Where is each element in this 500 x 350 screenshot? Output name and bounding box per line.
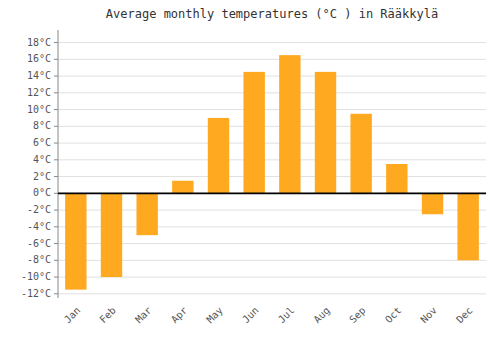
bar bbox=[457, 193, 478, 260]
y-tick-label: 4°C bbox=[33, 154, 51, 165]
grid-line bbox=[58, 143, 486, 144]
y-axis-line bbox=[58, 30, 59, 298]
bar bbox=[208, 118, 229, 193]
tick-mark bbox=[54, 193, 58, 194]
grid-line bbox=[58, 293, 486, 294]
baseline bbox=[58, 192, 486, 194]
tick-mark bbox=[54, 226, 58, 227]
bar bbox=[243, 72, 264, 193]
tick-mark bbox=[54, 143, 58, 144]
bar bbox=[279, 55, 300, 193]
grid-line bbox=[58, 42, 486, 43]
tick-mark bbox=[54, 76, 58, 77]
y-tick-label: -4°C bbox=[27, 221, 51, 232]
y-tick-label: -10°C bbox=[21, 271, 51, 282]
bar bbox=[101, 193, 122, 277]
y-tick-label: 14°C bbox=[27, 70, 51, 81]
x-tick-label: Feb bbox=[97, 305, 118, 326]
x-tick-label: Dec bbox=[454, 305, 475, 326]
bar bbox=[65, 193, 86, 289]
tick-mark bbox=[54, 277, 58, 278]
y-tick-label: 16°C bbox=[27, 53, 51, 64]
title: Average monthly temperatures (°C ) in Rä… bbox=[106, 7, 438, 21]
x-tick-label: Jul bbox=[276, 305, 297, 326]
y-tick-label: 6°C bbox=[33, 137, 51, 148]
x-tick-label: Oct bbox=[383, 305, 404, 326]
bar bbox=[172, 181, 193, 194]
tick-mark bbox=[54, 92, 58, 93]
grid-line bbox=[58, 176, 486, 177]
bar bbox=[350, 114, 371, 194]
tick-mark bbox=[54, 243, 58, 244]
grid-line bbox=[58, 126, 486, 127]
y-tick-label: -2°C bbox=[27, 204, 51, 215]
y-tick-label: 2°C bbox=[33, 171, 51, 182]
grid bbox=[58, 43, 486, 294]
x-tick-label: Apr bbox=[169, 305, 190, 326]
x-tick-label: Sep bbox=[347, 305, 368, 326]
grid-line bbox=[58, 76, 486, 77]
x-tick-label: Aug bbox=[311, 305, 332, 326]
y-tick-label: 8°C bbox=[33, 120, 51, 131]
grid-line bbox=[58, 59, 486, 60]
bar bbox=[386, 164, 407, 193]
y-tick-label: 18°C bbox=[27, 37, 51, 48]
x-tick-label: May bbox=[204, 305, 225, 326]
bar bbox=[315, 72, 336, 193]
tick-mark bbox=[54, 210, 58, 211]
grid-line bbox=[58, 92, 486, 93]
y-tick-label: -12°C bbox=[21, 288, 51, 299]
y-tick-label: 0°C bbox=[33, 187, 51, 198]
tick-mark bbox=[54, 159, 58, 160]
grid-line bbox=[58, 193, 486, 194]
x-tick-label: Mar bbox=[133, 305, 154, 326]
tick-mark bbox=[54, 109, 58, 110]
bar bbox=[422, 193, 443, 214]
x-axis: Jan Feb Mar Apr May Jun Jul Aug Sep Oct Nov Dec bbox=[62, 305, 475, 326]
y-axis: 18°C 16°C 14°C 12°C 10°C 8°C 6°C 4°C 2°C 0°C -2°C -… bbox=[21, 30, 58, 299]
grid-line bbox=[58, 109, 486, 110]
tick-mark bbox=[54, 59, 58, 60]
y-tick-label: 10°C bbox=[27, 104, 51, 115]
chart-container: 18°C 16°C 14°C 12°C 10°C 8°C 6°C 4°C 2°C 0°C -2°C -… bbox=[0, 0, 500, 350]
tick-mark bbox=[54, 260, 58, 261]
tick-mark bbox=[54, 126, 58, 127]
y-tick-label: -8°C bbox=[27, 254, 51, 265]
y-tick-label: 12°C bbox=[27, 87, 51, 98]
x-tick-label: Nov bbox=[418, 305, 439, 326]
tick-mark bbox=[54, 293, 58, 294]
x-tick-label: Jun bbox=[240, 305, 261, 326]
tick-mark bbox=[54, 42, 58, 43]
chart-svg: 18°C 16°C 14°C 12°C 10°C 8°C 6°C 4°C 2°C 0°C -2°C -… bbox=[0, 0, 500, 350]
x-tick-label: Jan bbox=[62, 305, 83, 326]
tick-mark bbox=[54, 176, 58, 177]
y-tick-label: -6°C bbox=[27, 238, 51, 249]
bars bbox=[65, 55, 479, 290]
bar bbox=[136, 193, 157, 235]
grid-line bbox=[58, 159, 486, 160]
